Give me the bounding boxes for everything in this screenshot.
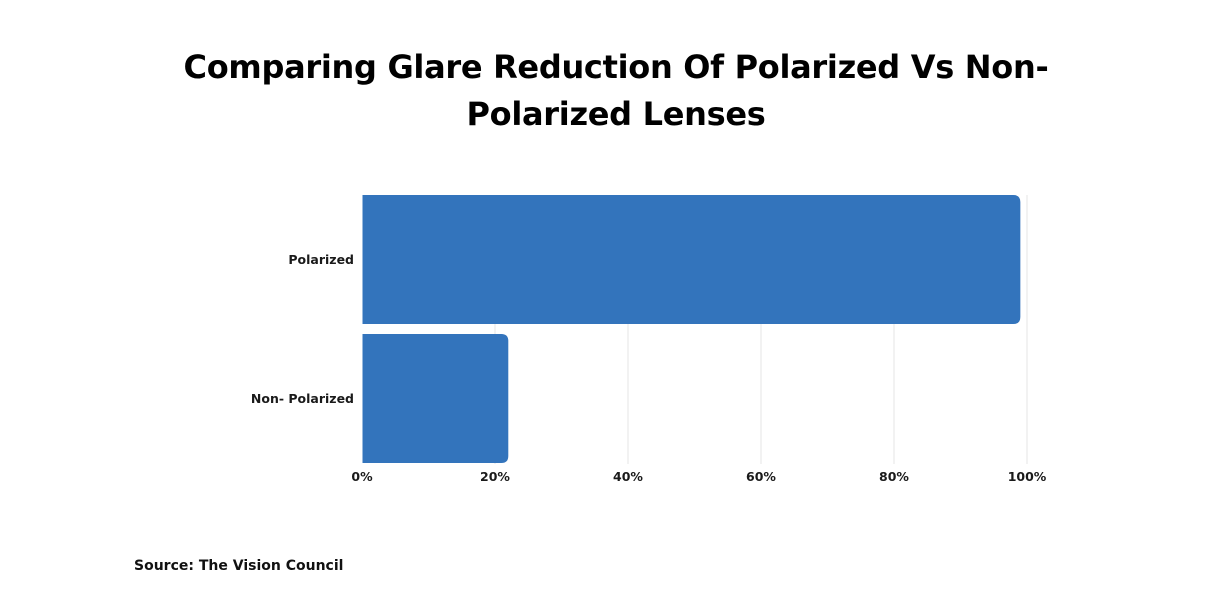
- x-tick-label-80: 80%: [879, 469, 909, 484]
- category-label-1: Non- Polarized: [251, 391, 354, 406]
- x-tick-label-60: 60%: [746, 469, 776, 484]
- chart-title-line-1: Comparing Glare Reduction Of Polarized V…: [183, 48, 1049, 86]
- x-tick-label-0: 0%: [351, 469, 373, 484]
- chart-title: Comparing Glare Reduction Of Polarized V…: [0, 44, 1212, 138]
- bar-polarized: [362, 195, 1021, 324]
- source-note: Source: The Vision Council: [134, 558, 344, 574]
- x-tick-label-100: 100%: [1008, 469, 1047, 484]
- x-tick-label-20: 20%: [480, 469, 510, 484]
- bar-non-polarized: [362, 334, 509, 463]
- x-tick-label-40: 40%: [613, 469, 643, 484]
- chart-title-line-2: Polarized Lenses: [466, 95, 766, 133]
- category-label-0: Polarized: [288, 252, 354, 267]
